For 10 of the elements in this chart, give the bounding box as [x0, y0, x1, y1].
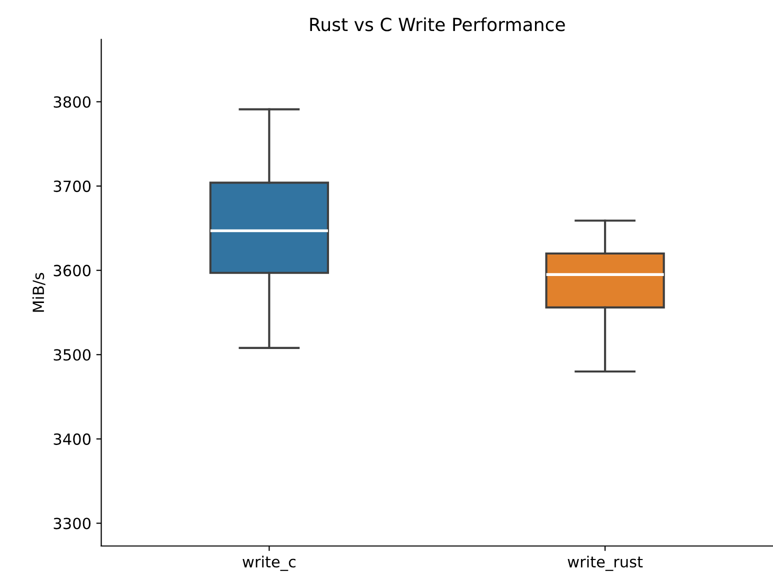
y-tick-label: 3400 [54, 433, 91, 445]
y-tick-label: 3300 [54, 518, 91, 530]
y-axis-title: MiB/s [32, 272, 46, 312]
y-tick-label: 3700 [54, 180, 91, 192]
x-tick-label: write_c [242, 556, 296, 571]
chart-title: Rust vs C Write Performance [310, 17, 565, 32]
y-tick-label: 3600 [54, 264, 91, 276]
x-tick-label: write_rust [568, 556, 643, 571]
y-tick-label: 3500 [54, 349, 91, 361]
y-tick-label: 3800 [54, 96, 91, 108]
